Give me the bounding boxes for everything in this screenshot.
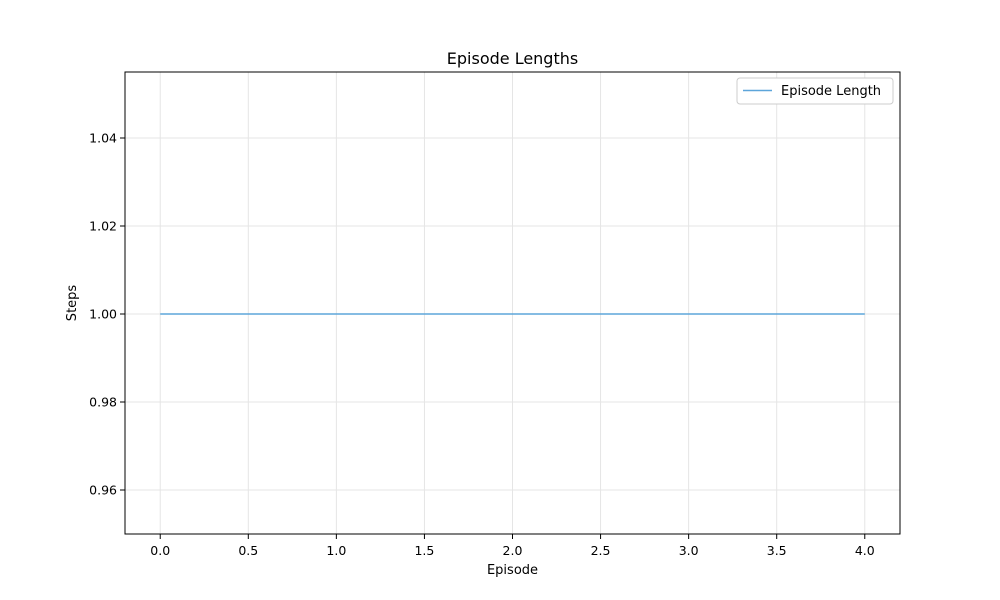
legend-box <box>736 77 894 105</box>
x-tick-label: 4.0 <box>855 543 875 558</box>
x-axis-label: Episode <box>487 563 538 578</box>
x-tick-label: 2.5 <box>591 543 611 558</box>
y-tick-label: 1.02 <box>89 219 117 234</box>
y-axis-label: Steps <box>65 285 80 322</box>
x-tick-label: 3.5 <box>767 543 787 558</box>
x-tick-label: 0.0 <box>150 543 170 558</box>
y-tick-label: 1.00 <box>89 307 117 322</box>
x-axis-ticks: 0.0 0.5 1.0 1.5 2.0 2.5 3.0 3.5 4.0 <box>150 534 875 558</box>
legend: Episode Length <box>736 77 894 105</box>
x-tick-label: 3.0 <box>679 543 699 558</box>
grid <box>125 72 900 534</box>
y-tick-label: 0.98 <box>89 395 117 410</box>
x-tick-label: 2.0 <box>503 543 523 558</box>
x-tick-label: 1.5 <box>414 543 434 558</box>
y-axis-ticks: 0.96 0.98 1.00 1.02 1.04 <box>89 131 125 498</box>
x-tick-label: 0.5 <box>238 543 258 558</box>
chart-title: Episode Lengths <box>447 49 578 68</box>
y-tick-label: 0.96 <box>89 483 117 498</box>
y-tick-label: 1.04 <box>89 131 117 146</box>
x-tick-label: 1.0 <box>326 543 346 558</box>
legend-entry-label: Episode Length <box>781 84 881 99</box>
